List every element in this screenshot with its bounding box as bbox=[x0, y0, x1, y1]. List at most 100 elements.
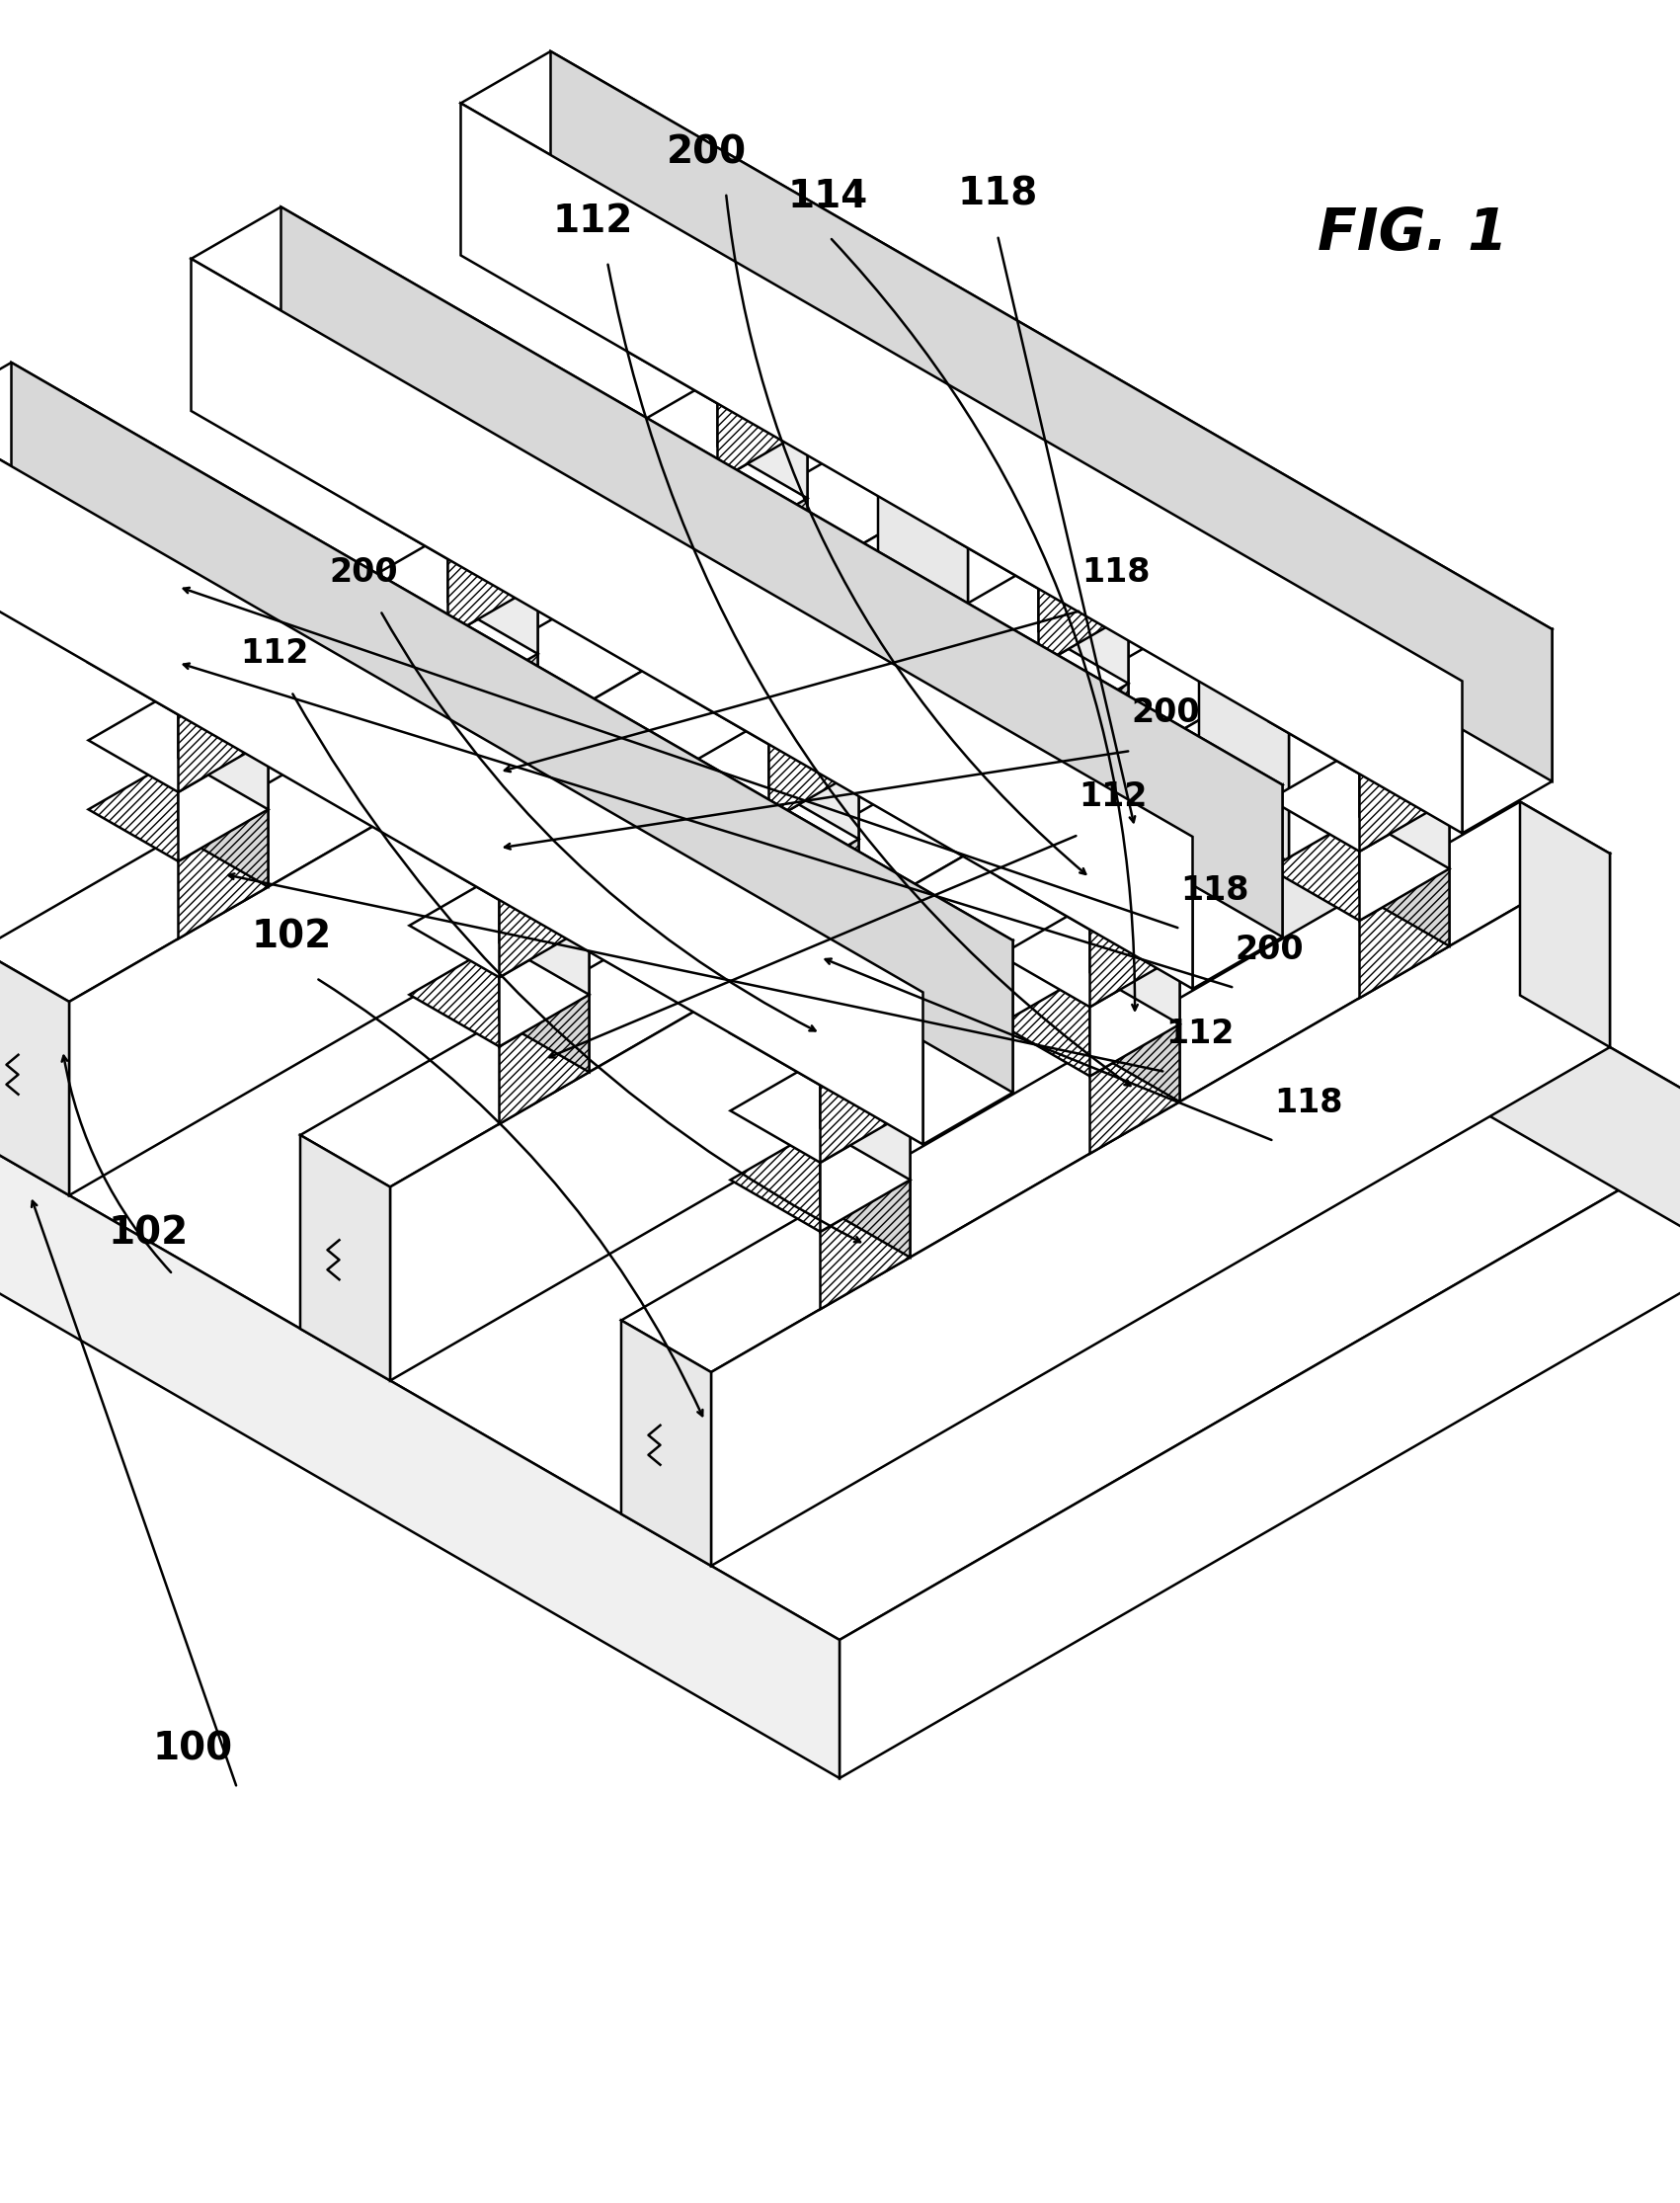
Polygon shape bbox=[1359, 723, 1450, 850]
Polygon shape bbox=[731, 1060, 911, 1163]
Polygon shape bbox=[0, 529, 1680, 1639]
Polygon shape bbox=[717, 352, 808, 480]
Polygon shape bbox=[769, 692, 858, 822]
Polygon shape bbox=[1359, 868, 1450, 998]
Text: 112: 112 bbox=[1166, 1018, 1233, 1051]
Polygon shape bbox=[622, 1320, 711, 1566]
Polygon shape bbox=[731, 980, 911, 1086]
Text: 118: 118 bbox=[1181, 875, 1248, 908]
Polygon shape bbox=[711, 853, 1609, 1566]
Polygon shape bbox=[0, 949, 69, 1196]
Text: 118: 118 bbox=[1082, 555, 1151, 588]
Polygon shape bbox=[879, 432, 968, 676]
Text: 200: 200 bbox=[1235, 934, 1304, 967]
Polygon shape bbox=[69, 482, 968, 1196]
Text: FIG. 1: FIG. 1 bbox=[1317, 205, 1507, 262]
Polygon shape bbox=[1520, 802, 1609, 1046]
Polygon shape bbox=[1359, 670, 1450, 800]
Polygon shape bbox=[192, 258, 1193, 989]
Polygon shape bbox=[1359, 800, 1450, 921]
Polygon shape bbox=[820, 1033, 911, 1163]
Polygon shape bbox=[1090, 877, 1179, 1007]
Polygon shape bbox=[0, 529, 711, 1185]
Polygon shape bbox=[460, 104, 1462, 833]
Polygon shape bbox=[1038, 485, 1129, 615]
Polygon shape bbox=[769, 641, 858, 769]
Polygon shape bbox=[178, 687, 269, 809]
Polygon shape bbox=[711, 529, 1680, 1260]
Polygon shape bbox=[1193, 784, 1282, 989]
Polygon shape bbox=[358, 533, 538, 637]
Polygon shape bbox=[1090, 903, 1179, 1024]
Polygon shape bbox=[769, 718, 858, 839]
Polygon shape bbox=[1000, 903, 1179, 1007]
Polygon shape bbox=[499, 925, 590, 1046]
Text: 118: 118 bbox=[1273, 1086, 1342, 1119]
Polygon shape bbox=[12, 363, 1013, 1093]
Polygon shape bbox=[358, 456, 538, 560]
Polygon shape bbox=[820, 1128, 911, 1258]
Polygon shape bbox=[1270, 670, 1450, 773]
Polygon shape bbox=[178, 740, 269, 861]
Polygon shape bbox=[499, 875, 590, 996]
Polygon shape bbox=[1000, 972, 1179, 1075]
Polygon shape bbox=[1200, 617, 1289, 861]
Polygon shape bbox=[840, 1121, 1680, 1778]
Polygon shape bbox=[89, 758, 269, 861]
Polygon shape bbox=[769, 839, 858, 969]
Polygon shape bbox=[820, 1110, 911, 1231]
Polygon shape bbox=[1038, 615, 1129, 736]
Text: 112: 112 bbox=[1079, 780, 1147, 813]
Polygon shape bbox=[820, 980, 911, 1110]
Polygon shape bbox=[301, 617, 1289, 1187]
Polygon shape bbox=[449, 584, 538, 705]
Polygon shape bbox=[1038, 683, 1129, 813]
Polygon shape bbox=[679, 641, 858, 745]
Polygon shape bbox=[0, 363, 1013, 991]
Polygon shape bbox=[769, 769, 858, 890]
Polygon shape bbox=[449, 601, 538, 731]
Text: 114: 114 bbox=[788, 178, 869, 216]
Polygon shape bbox=[0, 432, 968, 1002]
Polygon shape bbox=[449, 533, 538, 654]
Text: 200: 200 bbox=[665, 134, 746, 172]
Polygon shape bbox=[178, 610, 269, 740]
Polygon shape bbox=[89, 687, 269, 793]
Polygon shape bbox=[628, 377, 808, 480]
Polygon shape bbox=[301, 1135, 390, 1381]
Polygon shape bbox=[499, 996, 590, 1124]
Polygon shape bbox=[769, 786, 858, 916]
Polygon shape bbox=[449, 654, 538, 782]
Text: 102: 102 bbox=[108, 1216, 188, 1254]
Polygon shape bbox=[410, 943, 590, 1046]
Polygon shape bbox=[178, 663, 269, 793]
Polygon shape bbox=[717, 498, 808, 628]
Text: 112: 112 bbox=[553, 203, 633, 240]
Polygon shape bbox=[622, 802, 1609, 1372]
Polygon shape bbox=[0, 414, 922, 1143]
Polygon shape bbox=[679, 786, 858, 890]
Polygon shape bbox=[1038, 632, 1129, 760]
Polygon shape bbox=[358, 601, 538, 705]
Polygon shape bbox=[410, 795, 590, 899]
Text: 118: 118 bbox=[958, 176, 1038, 214]
Polygon shape bbox=[949, 632, 1129, 736]
Text: 200: 200 bbox=[1131, 696, 1200, 729]
Polygon shape bbox=[717, 377, 808, 498]
Polygon shape bbox=[551, 51, 1552, 782]
Polygon shape bbox=[717, 447, 808, 575]
Polygon shape bbox=[717, 430, 808, 551]
Polygon shape bbox=[499, 943, 590, 1073]
Polygon shape bbox=[1038, 538, 1129, 665]
Polygon shape bbox=[1270, 747, 1450, 850]
Polygon shape bbox=[460, 51, 1552, 681]
Polygon shape bbox=[949, 562, 1129, 665]
Polygon shape bbox=[922, 941, 1013, 1143]
Polygon shape bbox=[820, 1060, 911, 1181]
Polygon shape bbox=[1359, 817, 1450, 945]
Polygon shape bbox=[1090, 972, 1179, 1102]
Polygon shape bbox=[499, 848, 590, 978]
Polygon shape bbox=[1090, 826, 1179, 956]
Polygon shape bbox=[410, 875, 590, 978]
Text: 200: 200 bbox=[329, 555, 398, 588]
